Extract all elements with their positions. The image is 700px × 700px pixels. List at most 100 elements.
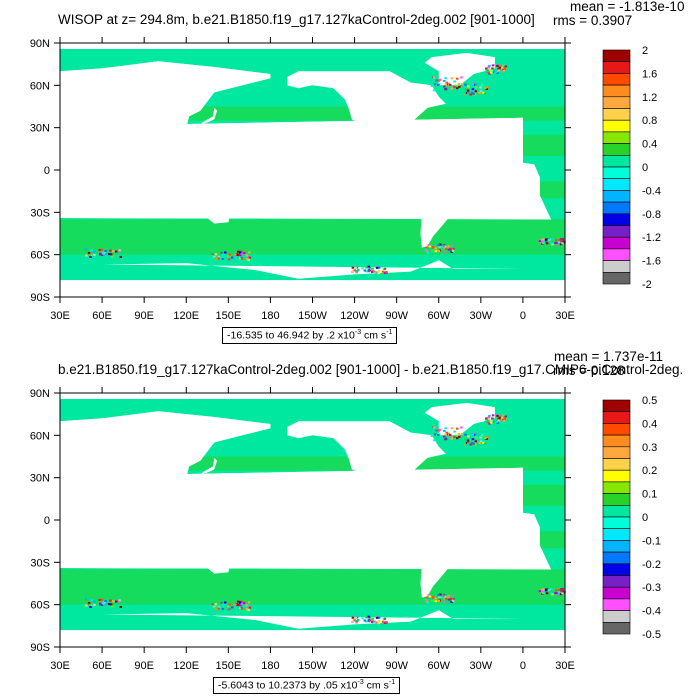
colorbar-label: 2: [642, 45, 648, 57]
extreme-cell: [100, 603, 104, 606]
extreme-cell: [242, 250, 246, 253]
extreme-cell: [487, 416, 491, 419]
extreme-cell: [424, 598, 428, 601]
x-tick-label: 150W: [298, 310, 327, 322]
extreme-cell: [427, 244, 431, 247]
extreme-cell: [483, 92, 487, 95]
extreme-cell: [452, 247, 455, 250]
extreme-cell: [447, 598, 451, 601]
extreme-cell: [375, 266, 379, 269]
extreme-cell: [248, 606, 252, 609]
colorbar-cell: [602, 610, 631, 623]
extreme-cell: [220, 601, 224, 604]
extreme-cell: [365, 270, 368, 273]
extreme-cell: [449, 248, 452, 251]
extreme-cell: [478, 91, 481, 94]
extreme-cell: [361, 617, 364, 620]
extreme-cell: [105, 253, 108, 256]
extreme-cell: [550, 592, 553, 595]
range-units-exponent: -1: [386, 329, 393, 336]
extreme-cell: [443, 245, 447, 248]
extreme-cell: [452, 597, 455, 600]
extreme-cell: [115, 250, 118, 253]
x-tick-label: 30E: [50, 660, 70, 672]
colorbar-cell: [602, 598, 631, 611]
extreme-cell: [381, 270, 385, 273]
extreme-cell: [444, 83, 447, 86]
map-svg: 30E 60E 90E 120E 150E 180 150W 120W 90W 60W 30W 0 30…: [30, 387, 661, 672]
extreme-cell: [457, 435, 461, 438]
bottom-map-panel: b.e21.B1850.f19_g17.127kaControl-2deg.00…: [0, 349, 700, 700]
extreme-cell: [100, 598, 104, 601]
extreme-cell: [434, 250, 438, 253]
colorbar-cell: [602, 166, 631, 179]
extreme-cell: [105, 603, 108, 606]
extreme-cell: [547, 238, 551, 241]
extreme-cell: [491, 420, 494, 423]
landmass-africa-west2-wrap: [60, 117, 551, 220]
extreme-cell: [377, 616, 381, 619]
extreme-cell: [439, 243, 442, 246]
extreme-cell: [108, 603, 111, 606]
extreme-cell: [471, 88, 475, 91]
colorbar-label: -0.4: [642, 185, 661, 197]
mean-stat: mean = -1.813e-10: [570, 0, 685, 14]
y-tick-label: 60N: [30, 80, 50, 92]
extreme-cell: [496, 414, 499, 417]
extreme-cell: [438, 78, 442, 81]
extreme-cell: [377, 271, 381, 274]
extreme-cell: [475, 436, 478, 439]
extreme-cell: [448, 433, 452, 436]
landmass-eurasia-wrap: [60, 411, 271, 519]
extreme-cell: [442, 244, 445, 247]
extreme-cell: [544, 590, 548, 593]
extreme-cell: [463, 88, 467, 91]
x-tick-label: 90E: [134, 310, 154, 322]
extreme-cell: [426, 251, 430, 254]
colorbar-cell: [602, 236, 631, 250]
extreme-cell: [448, 83, 452, 86]
x-tick-label: 60E: [92, 310, 112, 322]
x-tick-label: 120W: [340, 310, 369, 322]
extreme-cell: [355, 271, 358, 274]
extreme-cell: [474, 90, 478, 93]
extreme-cell: [541, 243, 544, 246]
extreme-cell: [491, 70, 494, 73]
extreme-cell: [434, 247, 438, 250]
extreme-cell: [561, 592, 564, 595]
extreme-cell: [486, 70, 490, 73]
extreme-cell: [550, 242, 553, 245]
extreme-cell: [472, 92, 475, 95]
extreme-cell: [443, 595, 447, 598]
extreme-cell: [85, 604, 88, 607]
extreme-cell: [234, 603, 237, 606]
extreme-cell: [443, 247, 446, 250]
extreme-cell: [503, 67, 507, 70]
extreme-cell: [459, 434, 463, 437]
extreme-cell: [484, 437, 487, 440]
extreme-cell: [494, 71, 497, 74]
extreme-cell: [432, 89, 436, 92]
colorbar-label: -1.6: [642, 256, 661, 268]
extreme-cell: [214, 606, 217, 609]
extreme-cell: [555, 593, 559, 596]
south-pole-mask: [60, 630, 565, 647]
extreme-cell: [467, 440, 470, 443]
extreme-cell: [111, 600, 115, 603]
extreme-cell: [479, 89, 483, 92]
extreme-cell: [87, 601, 91, 604]
extreme-cell: [497, 69, 500, 72]
extreme-cell: [435, 79, 438, 82]
extreme-cell: [498, 418, 501, 421]
extreme-cell: [491, 414, 495, 417]
extreme-cell: [111, 255, 114, 258]
extreme-cell: [87, 251, 91, 254]
extreme-cell: [482, 91, 485, 94]
extreme-cell: [445, 597, 448, 600]
extreme-cell: [464, 441, 468, 444]
extreme-cell: [371, 267, 374, 270]
extreme-cell: [447, 245, 450, 248]
extreme-cell: [455, 427, 459, 430]
extreme-cell: [90, 249, 94, 252]
extreme-cell: [240, 252, 243, 255]
